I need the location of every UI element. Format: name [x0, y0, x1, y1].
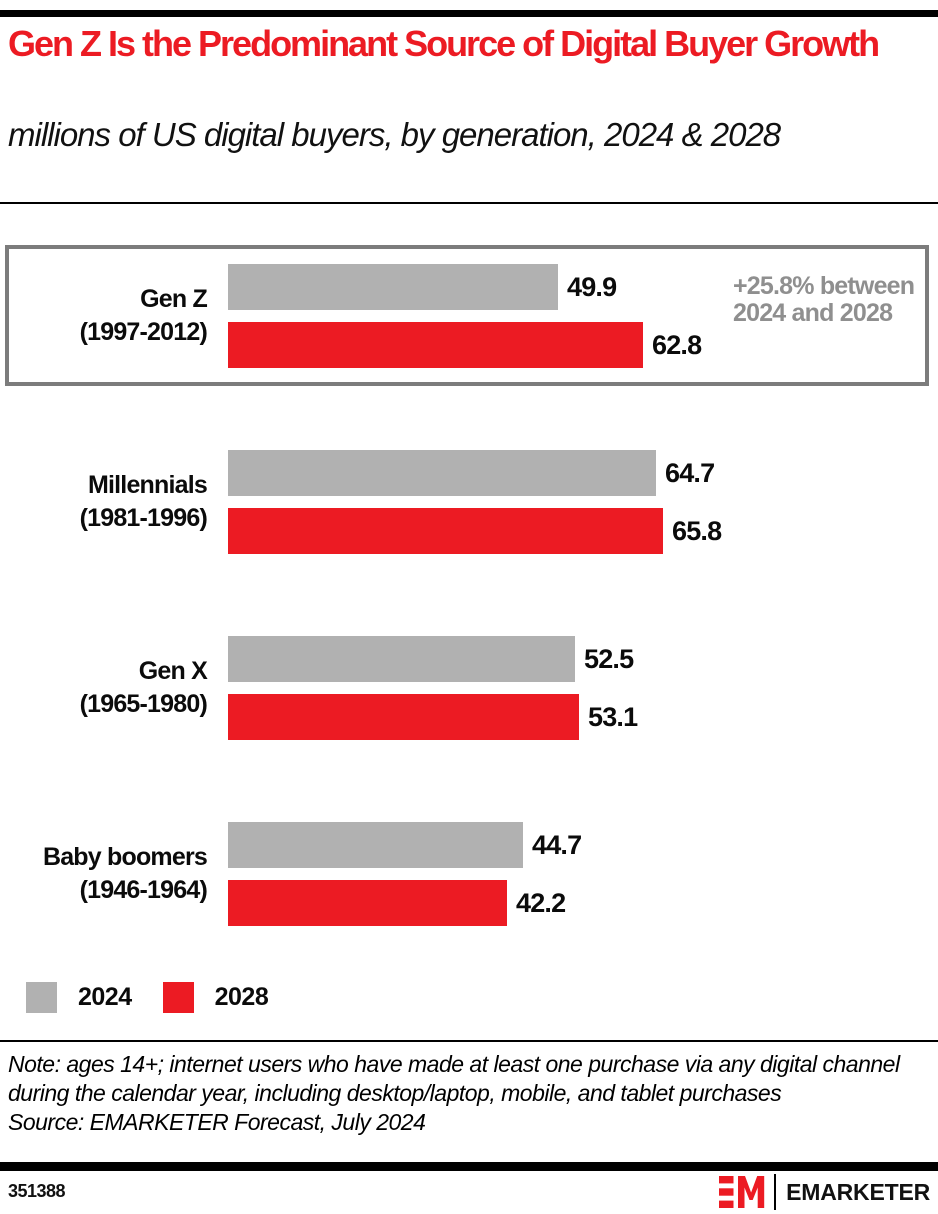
chart-title: Gen Z Is the Predominant Source of Digit…: [8, 23, 880, 64]
bar-value: 42.2: [516, 887, 566, 918]
bar-row-2024: 49.9: [228, 264, 617, 310]
em-monogram-icon: [719, 1176, 765, 1208]
bar-group-gen-x: Gen X (1965-1980) 52.5 53.1: [0, 636, 938, 740]
bar-value: 62.8: [652, 329, 702, 360]
source-text: Source: EMARKETER Forecast, July 2024: [8, 1109, 426, 1135]
group-label: Baby boomers (1946-1964): [0, 822, 208, 926]
group-years: (1946-1964): [79, 876, 208, 904]
bar-value: 49.9: [567, 271, 617, 302]
group-label: Gen X (1965-1980): [0, 636, 208, 740]
legend-label-2024: 2024: [78, 983, 132, 1011]
bar-baby-boomers-2028: [228, 880, 507, 926]
logo-separator: [774, 1174, 777, 1210]
bar-gen-x-2028: [228, 694, 579, 740]
emarketer-logo: EMARKETER: [719, 1174, 930, 1210]
legend-swatch-2024: [26, 982, 57, 1013]
legend-label-2028: 2028: [214, 983, 269, 1011]
legend-item-2024: 2024: [26, 982, 132, 1013]
bar-row-2028: 65.8: [228, 508, 722, 554]
bar-row-2028: 42.2: [228, 880, 566, 926]
footer-accent-bar: [0, 1162, 938, 1171]
bar-value: 52.5: [584, 643, 634, 674]
note-divider: [0, 1040, 938, 1042]
chart-legend: 2024 2028: [26, 982, 269, 1013]
logo-wordmark: EMARKETER: [786, 1178, 930, 1205]
chart-id: 351388: [8, 1181, 66, 1201]
legend-item-2028: 2028: [162, 982, 269, 1013]
bar-row-2028: 53.1: [228, 694, 638, 740]
bar-row-2024: 52.5: [228, 636, 634, 682]
highlight-box-gen-z: [5, 245, 929, 386]
bar-row-2024: 64.7: [228, 450, 715, 496]
header-divider: [0, 202, 938, 204]
bar-value: 65.8: [672, 515, 722, 546]
bar-group-baby-boomers: Baby boomers (1946-1964) 44.7 42.2: [0, 822, 938, 926]
group-years: (1965-1980): [79, 690, 208, 718]
group-years: (1997-2012): [79, 318, 208, 346]
legend-swatch-2028: [162, 982, 194, 1013]
bar-row-2028: 62.8: [228, 322, 702, 368]
growth-annotation: +25.8% between 2024 and 2028: [733, 272, 915, 327]
note-text: Note: ages 14+; internet users who have …: [8, 1051, 900, 1106]
top-accent-bar: [0, 10, 938, 17]
group-name: Baby boomers: [42, 843, 208, 871]
bar-baby-boomers-2024: [228, 822, 523, 868]
bar-gen-x-2024: [228, 636, 575, 682]
group-years: (1981-1996): [79, 504, 208, 532]
bar-group-millennials: Millennials (1981-1996) 64.7 65.8: [0, 450, 938, 554]
bar-millennials-2024: [228, 450, 656, 496]
group-label: Gen Z (1997-2012): [0, 264, 208, 368]
bar-value: 53.1: [588, 701, 638, 732]
group-name: Gen X: [138, 657, 208, 685]
bar-value: 44.7: [532, 829, 582, 860]
chart-notes: Note: ages 14+; internet users who have …: [8, 1050, 918, 1137]
group-name: Millennials: [87, 471, 208, 499]
bar-millennials-2028: [228, 508, 663, 554]
bar-value: 64.7: [665, 457, 715, 488]
bar-group-gen-z: Gen Z (1997-2012) 49.9 62.8: [0, 264, 938, 368]
group-name: Gen Z: [140, 285, 208, 313]
bar-row-2024: 44.7: [228, 822, 582, 868]
chart-subtitle: millions of US digital buyers, by genera…: [8, 116, 781, 153]
bar-chart: Gen Z (1997-2012) 49.9 62.8 +25.8% between 2…: [0, 210, 938, 980]
bar-gen-z-2028: [228, 322, 643, 368]
bar-gen-z-2024: [228, 264, 558, 310]
group-label: Millennials (1981-1996): [0, 450, 208, 554]
